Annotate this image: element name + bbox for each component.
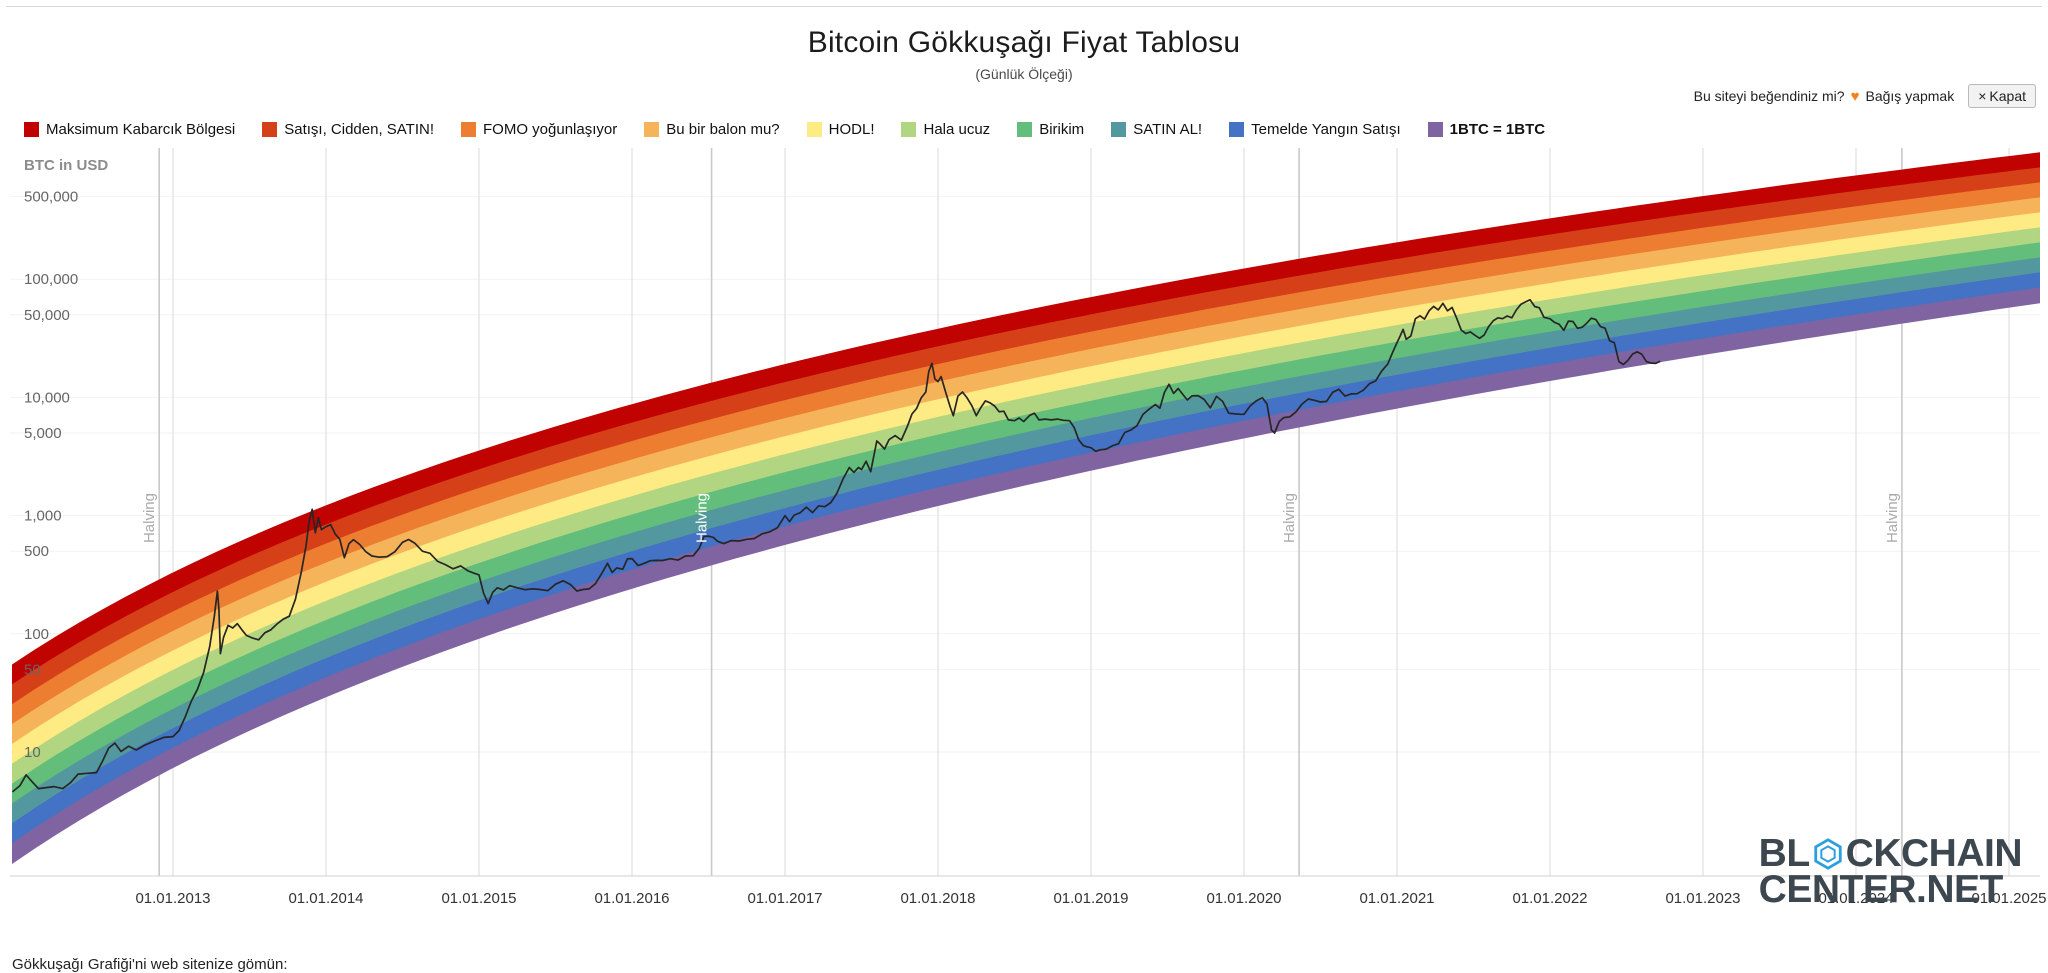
y-axis-label: 10 <box>24 744 41 761</box>
x-axis-label: 01.01.2022 <box>1512 890 1587 907</box>
x-axis-label: 01.01.2019 <box>1053 890 1128 907</box>
legend-item[interactable]: Birikim <box>1017 121 1084 138</box>
halving-label: Halving <box>1281 493 1298 543</box>
donate-link[interactable]: Bağış yapmak <box>1865 88 1955 104</box>
legend-item[interactable]: FOMO yoğunlaşıyor <box>461 121 617 138</box>
close-button[interactable]: × Kapat <box>1968 84 2036 108</box>
x-axis-label: 01.01.2021 <box>1359 890 1434 907</box>
x-axis-label: 01.01.2025 <box>1971 890 2046 907</box>
legend-label: Satışı, Cidden, SATIN! <box>284 121 435 138</box>
legend: Maksimum Kabarcık Bölgesi Satışı, Cidden,… <box>24 121 1545 138</box>
x-axis-label: 01.01.2013 <box>135 890 210 907</box>
x-axis-label: 01.01.2014 <box>288 890 363 907</box>
y-axis-title: BTC in USD <box>24 157 108 174</box>
x-axis-label: 01.01.2016 <box>594 890 669 907</box>
close-label: Kapat <box>1989 88 2026 104</box>
plot-area <box>10 148 2040 876</box>
legend-item[interactable]: Temelde Yangın Satışı <box>1229 121 1401 138</box>
legend-swatch <box>1229 122 1245 137</box>
legend-item[interactable]: SATIN AL! <box>1111 121 1202 138</box>
y-axis-label: 100,000 <box>24 271 78 288</box>
y-axis-label: 5,000 <box>24 425 62 442</box>
legend-label: HODL! <box>828 121 875 138</box>
legend-item[interactable]: Hala ucuz <box>901 121 990 138</box>
btc-price-line <box>11 298 1661 793</box>
legend-swatch <box>644 122 660 137</box>
halving-label: Halving <box>1884 493 1901 543</box>
legend-label: Bu bir balon mu? <box>666 121 780 138</box>
legend-item[interactable]: Satışı, Cidden, SATIN! <box>262 121 434 138</box>
legend-swatch <box>262 122 278 137</box>
y-axis-label: 1,000 <box>24 508 62 525</box>
y-axis-label: 50 <box>24 661 41 678</box>
x-axis-label: 01.01.2020 <box>1206 890 1281 907</box>
legend-label: 1BTC = 1BTC <box>1449 121 1546 138</box>
legend-swatch <box>461 122 477 137</box>
rainbow-band <box>12 287 2040 865</box>
y-axis-label: 100 <box>24 626 49 643</box>
legend-swatch <box>1427 122 1443 137</box>
x-axis-label: 01.01.2015 <box>441 890 516 907</box>
legend-item[interactable]: 1BTC = 1BTC <box>1427 121 1546 138</box>
legend-label: FOMO yoğunlaşıyor <box>483 121 618 138</box>
legend-swatch <box>806 122 822 137</box>
top-border-line <box>6 6 2042 7</box>
embed-instruction: Gökkuşağı Grafiği'ni web sitenize gömün: <box>12 956 288 973</box>
legend-swatch <box>1111 122 1127 137</box>
x-axis-label: 01.01.2023 <box>1665 890 1740 907</box>
close-icon: × <box>1978 88 1987 104</box>
legend-label: Hala ucuz <box>923 121 991 138</box>
donate-bar: Bu siteyi beğendiniz mi? ♥ Bağış yapmak … <box>1694 84 2036 108</box>
legend-item[interactable]: HODL! <box>806 121 875 138</box>
y-axis-label: 500 <box>24 543 49 560</box>
legend-label: Maksimum Kabarcık Bölgesi <box>46 121 236 138</box>
like-question-text: Bu siteyi beğendiniz mi? <box>1693 88 1845 104</box>
x-axis-label: 01.01.2018 <box>900 890 975 907</box>
y-axis-label: 500,000 <box>24 189 78 206</box>
halving-label: Halving <box>694 493 711 543</box>
legend-label: SATIN AL! <box>1133 121 1203 138</box>
y-axis-label: 50,000 <box>24 307 70 324</box>
legend-label: Temelde Yangın Satışı <box>1251 121 1401 138</box>
halving-label: Halving <box>141 493 158 543</box>
x-axis-label: 01.01.2024 <box>1818 890 1893 907</box>
y-axis-label: 10,000 <box>24 389 70 406</box>
legend-swatch <box>1017 122 1033 137</box>
legend-swatch <box>901 122 917 137</box>
legend-item[interactable]: Maksimum Kabarcık Bölgesi <box>24 121 235 138</box>
x-axis-label: 01.01.2017 <box>747 890 822 907</box>
heart-icon: ♥ <box>1850 87 1860 105</box>
legend-item[interactable]: Bu bir balon mu? <box>644 121 780 138</box>
legend-label: Birikim <box>1039 121 1085 138</box>
legend-swatch <box>24 122 39 137</box>
